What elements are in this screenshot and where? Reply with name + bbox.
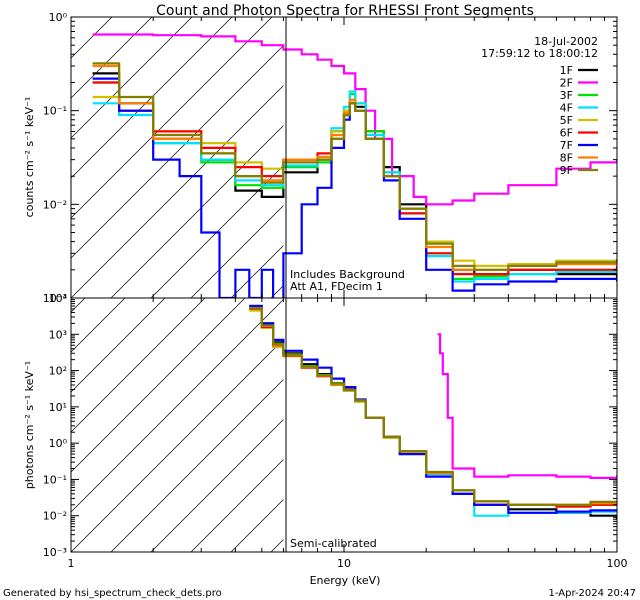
hatch-line	[631, 17, 640, 298]
counts-series-7F	[92, 77, 617, 298]
counts-series-9F	[92, 62, 617, 271]
counts-series-4F	[92, 90, 617, 283]
legend-label-9F: 9F	[560, 164, 573, 177]
photons-hatch-region	[0, 298, 640, 552]
photons-series-9F	[249, 306, 617, 506]
legend-label-3F: 3F	[560, 89, 573, 102]
counts-series-group	[92, 33, 617, 298]
hatch-line	[71, 17, 113, 59]
photons-series-group	[249, 304, 617, 520]
hatch-line	[311, 298, 565, 552]
x-tick-label: 10	[337, 557, 351, 570]
hatch-line	[230, 499, 284, 552]
x-axis: 1 10 100	[68, 17, 628, 570]
hatch-line	[351, 298, 605, 552]
hatch-line	[431, 298, 640, 552]
hatch-line	[190, 205, 284, 298]
x-tick-label: 1	[68, 557, 75, 570]
hatch-line	[71, 298, 166, 393]
counts-y-axis: 10⁻³ 10⁻² 10⁻¹ 10⁰	[43, 11, 617, 305]
photons-series-8F	[249, 307, 617, 506]
hatch-line	[631, 298, 640, 552]
hatch-line	[71, 17, 233, 179]
hatch-line	[511, 298, 640, 552]
legend-label-1F: 1F	[560, 64, 573, 77]
y-tick-label: 10⁰	[49, 437, 68, 450]
x-axis-label: Energy (keV)	[310, 574, 381, 587]
hatch-line	[591, 17, 640, 298]
legend-label-8F: 8F	[560, 152, 573, 165]
hatch-line	[190, 459, 284, 552]
hatch-line	[71, 45, 284, 259]
legend-label-4F: 4F	[560, 102, 573, 115]
hatch-line	[71, 298, 246, 473]
x-tick-label: 100	[607, 557, 628, 570]
y-tick-label: 10²	[49, 365, 67, 378]
photons-y-axis: 10⁻³ 10⁻² 10⁻¹ 10⁰ 10¹ 10² 10³ 10⁴	[43, 292, 617, 559]
y-tick-label: 10⁻²	[43, 510, 67, 523]
y-tick-label: 10⁻³	[43, 292, 67, 305]
hatch-line	[270, 539, 284, 552]
hatch-line	[110, 379, 284, 552]
photons-series-1F	[249, 304, 617, 520]
hatch-line	[71, 17, 193, 139]
hatch-line	[71, 17, 273, 219]
counts-annotation-background: Includes Background	[290, 268, 405, 281]
y-tick-label: 10¹	[49, 401, 67, 414]
photons-y-axis-label: photons cm⁻² s⁻¹ keV⁻¹	[23, 361, 36, 489]
y-tick-label: 10⁻³	[43, 546, 67, 559]
footer-generated-by: Generated by hsi_spectrum_check_dets.pro	[3, 588, 222, 599]
legend-label-6F: 6F	[560, 127, 573, 140]
photons-series-4F	[249, 306, 617, 517]
hatch-line	[0, 298, 5, 552]
y-tick-label: 10⁰	[49, 11, 68, 24]
chart-title: Count and Photon Spectra for RHESSI Fron…	[156, 3, 534, 19]
photons-annotation-semicalibrated: Semi-calibrated	[290, 537, 377, 550]
photons-panel: 10⁻³ 10⁻² 10⁻¹ 10⁰ 10¹ 10² 10³ 10⁴ photons cm⁻²…	[0, 292, 640, 559]
counts-panel: 10⁻³ 10⁻² 10⁻¹ 10⁰ counts cm⁻² s⁻¹ keV⁻¹ 18…	[23, 11, 640, 305]
counts-annotation-attenuator: Att A1, FDecim 1	[290, 280, 383, 293]
counts-series-3F	[92, 81, 617, 280]
counts-y-axis-label: counts cm⁻² s⁻¹ keV⁻¹	[23, 97, 36, 218]
legend-label-2F: 2F	[560, 77, 573, 90]
hatch-line	[551, 298, 640, 552]
legend-label-5F: 5F	[560, 114, 573, 127]
hatch-line	[71, 339, 284, 552]
photons-plot-frame	[70, 297, 618, 553]
y-tick-label: 10⁻¹	[43, 473, 67, 486]
photons-series-7F	[249, 304, 617, 514]
hatch-line	[71, 299, 284, 513]
hatch-line	[110, 125, 284, 298]
hatch-line	[71, 17, 73, 19]
photons-series-2F	[437, 333, 617, 479]
hatch-line	[150, 419, 284, 552]
y-tick-label: 10⁻²	[43, 198, 67, 211]
hatch-line	[230, 245, 284, 298]
counts-date-text: 18-Jul-2002	[534, 35, 598, 48]
legend-label-7F: 7F	[560, 139, 573, 152]
counts-time-range-text: 17:59:12 to 18:00:12	[481, 47, 598, 60]
y-tick-label: 10³	[49, 328, 67, 341]
y-tick-label: 10⁻¹	[43, 105, 67, 118]
hatch-line	[71, 298, 126, 353]
y-tick-label: 10⁴	[49, 292, 68, 305]
hatch-line	[391, 298, 640, 552]
hatch-line	[71, 85, 284, 298]
counts-series-5F	[92, 95, 617, 267]
hatch-line	[71, 298, 206, 433]
counts-series-2F	[92, 33, 617, 206]
counts-hatch-region	[71, 17, 640, 298]
footer-timestamp: 1-Apr-2024 20:47	[549, 588, 636, 599]
hatch-line	[150, 165, 284, 298]
